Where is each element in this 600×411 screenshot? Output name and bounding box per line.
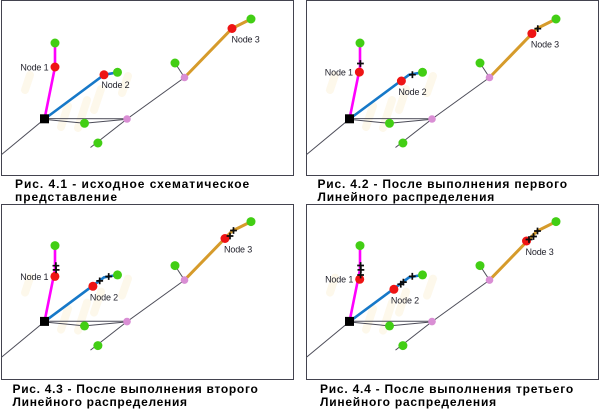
svg-text:Node 1: Node 1 [20, 62, 48, 72]
svg-text:Node 1: Node 1 [325, 68, 353, 78]
svg-text:Node 3: Node 3 [224, 245, 252, 255]
svg-text:Node 3: Node 3 [526, 247, 554, 257]
svg-text:Node 2: Node 2 [101, 80, 129, 90]
svg-text:Node 1: Node 1 [325, 275, 353, 285]
svg-text:Node 2: Node 2 [90, 292, 118, 302]
svg-text:Node 1: Node 1 [20, 272, 48, 282]
svg-text:Node 3: Node 3 [531, 40, 559, 50]
svg-text:Node 2: Node 2 [391, 295, 419, 305]
svg-text:Node 2: Node 2 [398, 87, 426, 97]
svg-text:Node 3: Node 3 [232, 35, 260, 45]
